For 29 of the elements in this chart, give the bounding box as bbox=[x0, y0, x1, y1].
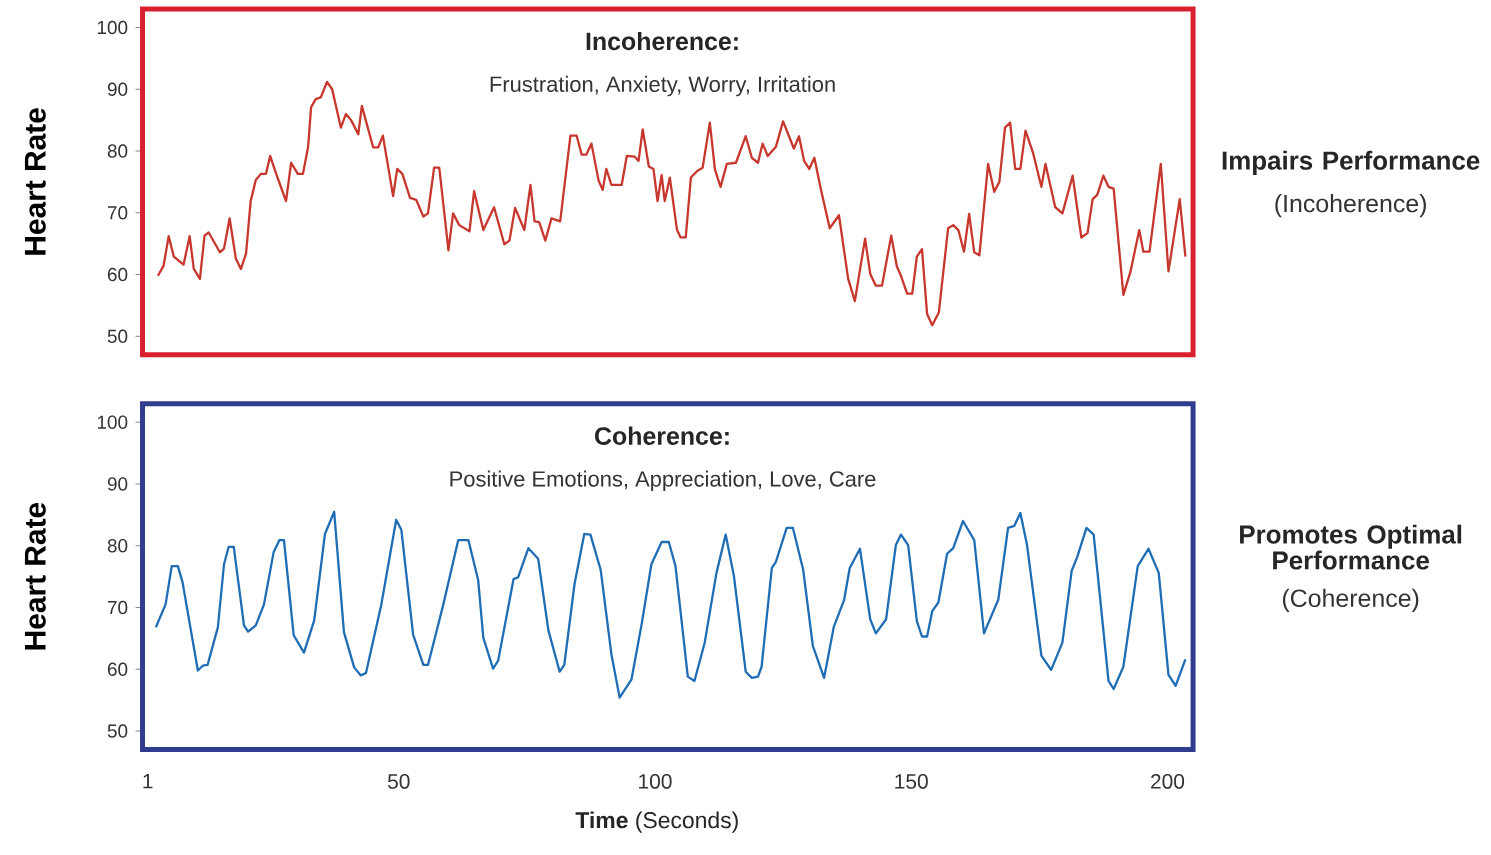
y-tick-label: 100 bbox=[97, 20, 128, 35]
text: Positive Emotions, Appreciation, Love, Care bbox=[450, 470, 876, 491]
y-tick-label: 100 bbox=[97, 415, 128, 429]
y-axis-title: Heart Rate bbox=[24, 502, 46, 650]
x-tick-label: 50 bbox=[387, 773, 410, 789]
y-tick-label: 80 bbox=[107, 144, 128, 158]
x-tick-label: 200 bbox=[1151, 773, 1185, 789]
y-tick-label: 60 bbox=[107, 267, 128, 282]
y-tick-label: 60 bbox=[107, 662, 128, 676]
line-series bbox=[154, 510, 1187, 699]
text: Impairs Performance bbox=[1222, 150, 1480, 175]
x-tick-label: 100 bbox=[639, 773, 672, 789]
x-tick-label: 150 bbox=[895, 773, 928, 789]
x-axis-title: Time (Seconds) bbox=[575, 811, 738, 833]
y-tick-label: 70 bbox=[107, 600, 128, 615]
y-tick-label: 50 bbox=[107, 329, 128, 343]
y-tick-label: 80 bbox=[107, 538, 128, 553]
text: (Coherence) bbox=[1282, 588, 1419, 612]
x-tick-label: 1 bbox=[143, 773, 153, 789]
text: Frustration, Anxiety, Worry, Irritation bbox=[490, 75, 835, 97]
y-axis-title: Heart Rate bbox=[24, 108, 46, 255]
text: Promotes Optimal Performance bbox=[1240, 524, 1462, 570]
y-tick-label: 70 bbox=[107, 205, 128, 220]
y-tick-label: 90 bbox=[107, 477, 128, 491]
text: Incoherence: bbox=[586, 31, 738, 51]
y-tick-label: 50 bbox=[107, 724, 128, 738]
y-tick-label: 90 bbox=[107, 82, 128, 96]
text: (Incoherence) bbox=[1275, 193, 1426, 218]
text: Coherence: bbox=[595, 426, 729, 445]
